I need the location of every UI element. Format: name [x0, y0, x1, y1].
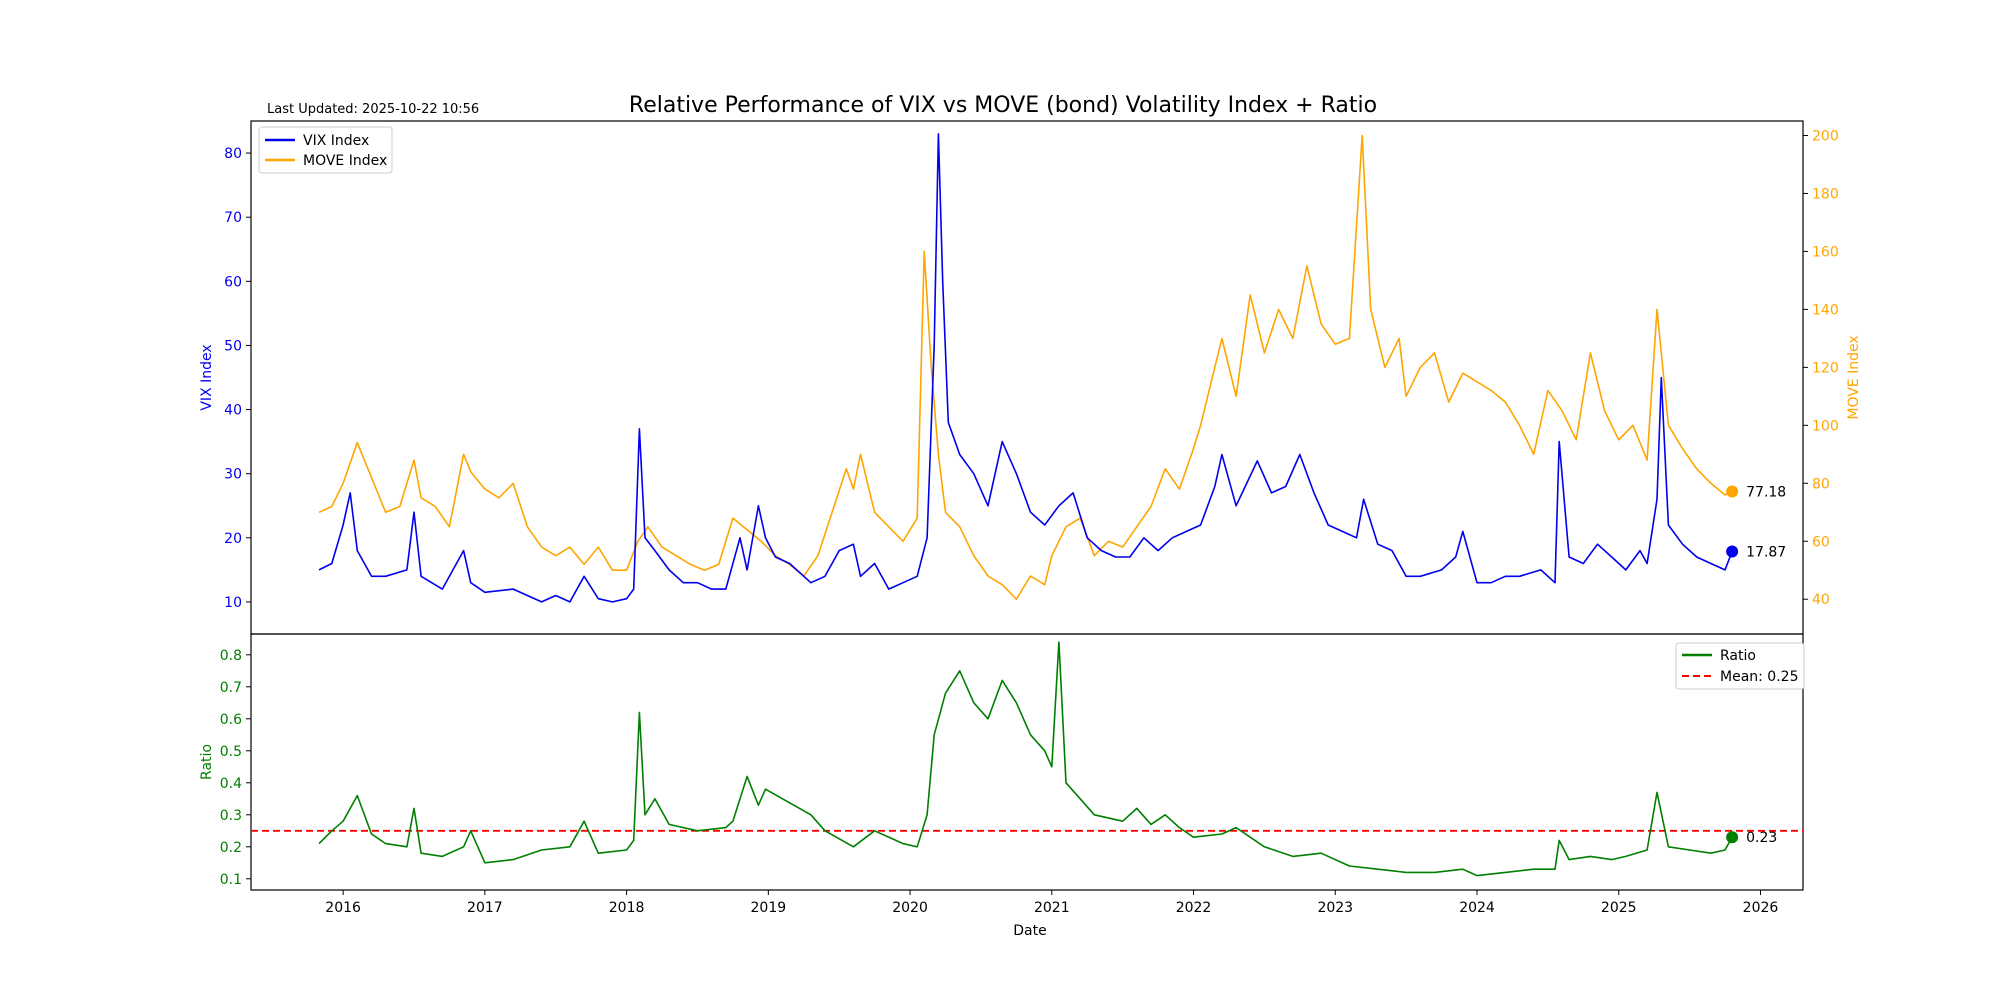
legend-top: VIX Index MOVE Index [258, 126, 393, 174]
vix-last-marker [1726, 545, 1739, 558]
date-axis-label: Date [1013, 923, 1046, 939]
move-series-line [318, 134, 1733, 600]
move-tick-label: 200 [1812, 128, 1839, 144]
top-panel: 10 20 30 40 50 60 70 80 40 60 80 100 120 140 160 180 200… [224, 120, 1839, 635]
date-tick-label: 2016 [325, 900, 361, 916]
move-axis-label: MOVE Index [1846, 335, 1862, 419]
ratio-last-marker [1726, 831, 1739, 844]
vix-tick-label: 20 [224, 531, 242, 547]
ratio-tick-label: 0.4 [220, 776, 242, 792]
move-last-marker [1726, 485, 1739, 498]
date-tick-label: 2022 [1176, 900, 1212, 916]
move-tick-label: 80 [1812, 476, 1830, 492]
vix-tick-label: 80 [224, 146, 242, 162]
bottom-plot-frame [250, 633, 1804, 891]
vix-tick-label: 40 [224, 403, 242, 419]
date-tick-label: 2026 [1743, 900, 1779, 916]
date-tick-label: 2017 [467, 900, 503, 916]
vix-tick-label: 60 [224, 274, 242, 290]
ratio-series-line [318, 641, 1733, 877]
ratio-tick-label: 0.2 [220, 840, 242, 856]
legend-mean-label: Mean: 0.25 [1720, 669, 1798, 685]
ratio-tick-label: 0.5 [220, 744, 242, 760]
ratio-last-value: 0.23 [1746, 830, 1777, 846]
legend-vix-label: VIX Index [303, 133, 369, 149]
date-tick-label: 2023 [1317, 900, 1353, 916]
move-tick-label: 160 [1812, 244, 1839, 260]
date-tick-label: 2021 [1034, 900, 1070, 916]
move-tick-label: 140 [1812, 302, 1839, 318]
ratio-tick-label: 0.1 [220, 872, 242, 888]
vix-axis-label: VIX Index [199, 344, 215, 410]
move-tick-label: 180 [1812, 186, 1839, 202]
move-tick-label: 120 [1812, 360, 1839, 376]
vix-tick-label: 70 [224, 210, 242, 226]
vix-tick-label: 30 [224, 467, 242, 483]
vix-series-line [318, 133, 1733, 603]
last-updated-label: Last Updated: 2025-10-22 10:56 [267, 102, 479, 117]
date-tick-label: 2019 [751, 900, 787, 916]
vix-tick-label: 50 [224, 338, 242, 354]
ratio-tick-label: 0.3 [220, 808, 242, 824]
ratio-tick-label: 0.7 [220, 680, 242, 696]
ratio-tick-label: 0.6 [220, 712, 242, 728]
ratio-axis-label: Ratio [199, 744, 215, 780]
legend-move-label: MOVE Index [303, 153, 387, 169]
legend-ratio-label: Ratio [1720, 648, 1756, 664]
bottom-panel: 0.1 0.2 0.3 0.4 0.5 0.6 0.7 0.8 2016 2017 2018 2019… [220, 633, 1804, 916]
date-tick-label: 2020 [892, 900, 928, 916]
date-tick-label: 2025 [1601, 900, 1637, 916]
move-tick-label: 100 [1812, 418, 1839, 434]
date-tick-label: 2018 [609, 900, 645, 916]
chart-title: Relative Performance of VIX vs MOVE (bon… [629, 93, 1377, 118]
move-tick-label: 60 [1812, 534, 1830, 550]
ratio-tick-label: 0.8 [220, 648, 242, 664]
move-last-value: 77.18 [1746, 484, 1786, 500]
vix-last-value: 17.87 [1746, 544, 1786, 560]
move-tick-label: 40 [1812, 592, 1830, 608]
legend-bottom: Ratio Mean: 0.25 [1675, 642, 1805, 690]
date-tick-label: 2024 [1459, 900, 1495, 916]
vix-tick-label: 10 [224, 595, 242, 611]
